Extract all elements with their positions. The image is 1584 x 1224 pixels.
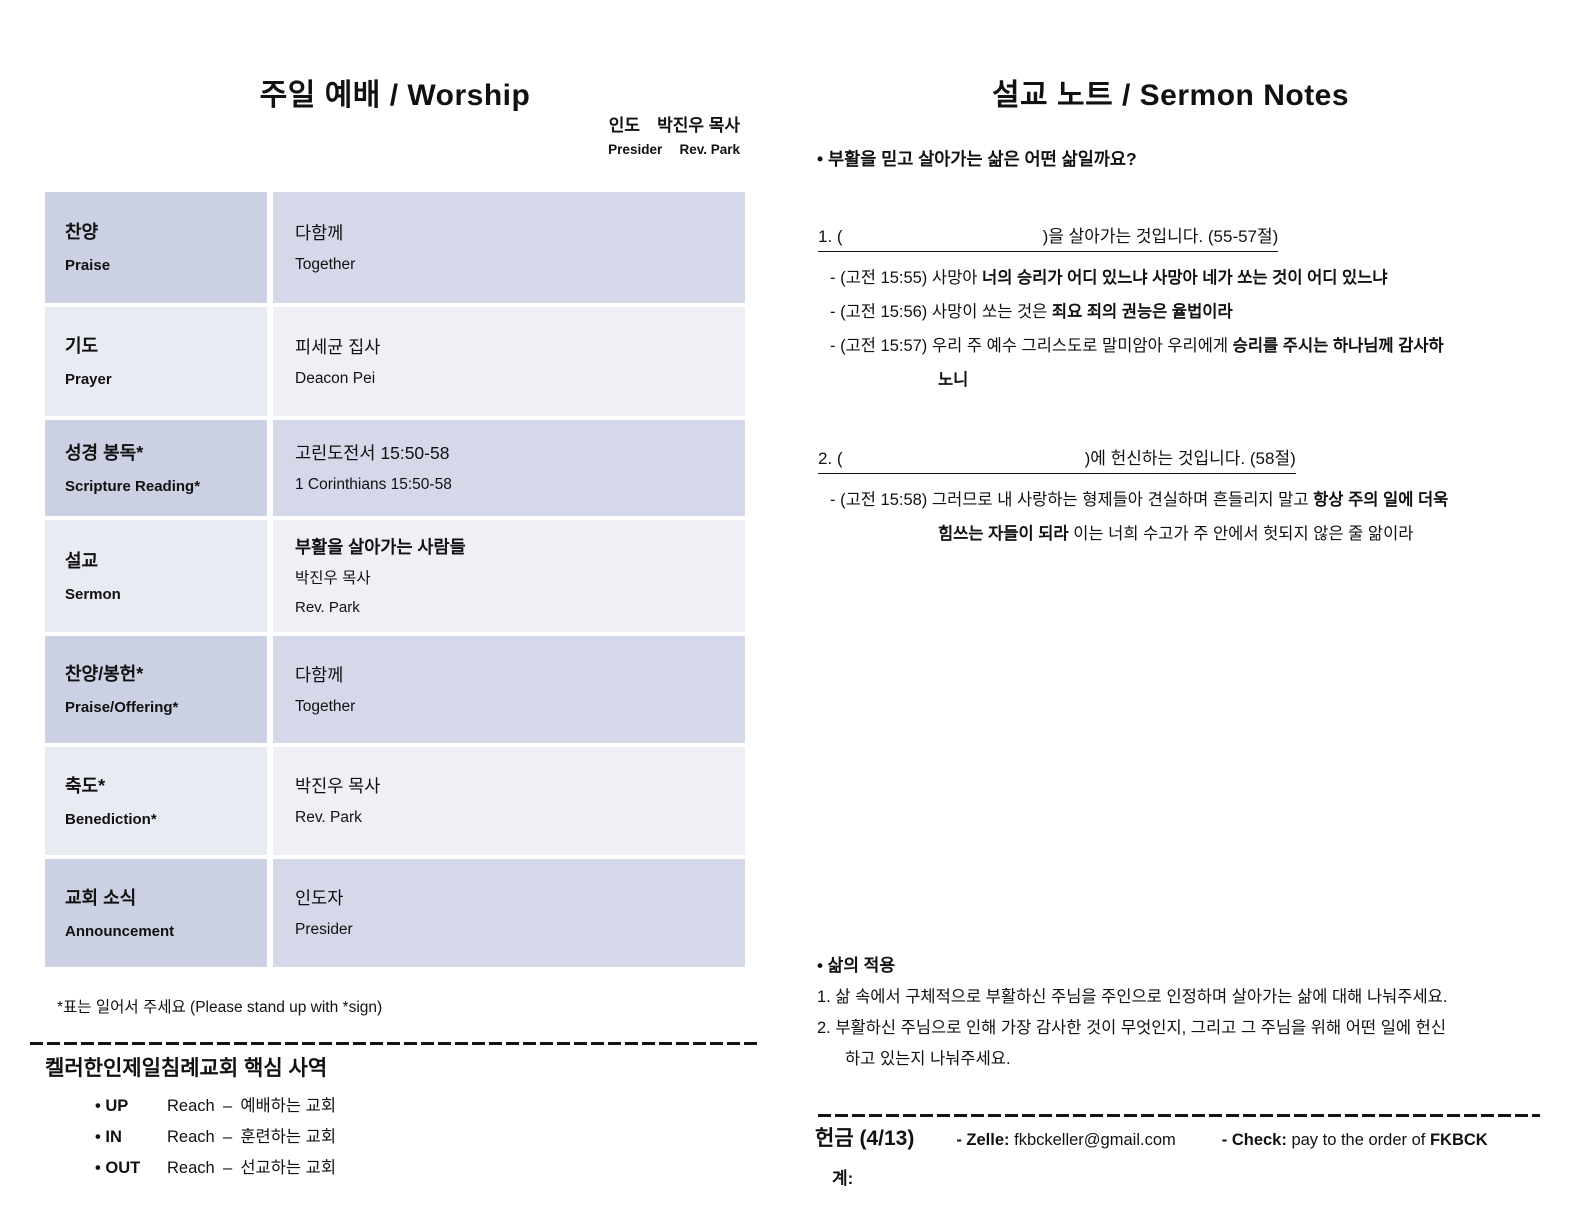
offering-zelle: - Zelle: fkbckeller@gmail.com	[956, 1131, 1175, 1150]
row-value-line2: Rev. Park	[295, 809, 362, 826]
row-label-en: Praise/Offering*	[65, 699, 179, 716]
account-total-label: 계:	[832, 1169, 854, 1188]
table-label-cell-praise: 찬양 Praise	[45, 192, 267, 303]
ministry-heading: 켈러한인제일침례교회 핵심 사역	[45, 1057, 328, 1080]
check-label: - Check:	[1221, 1131, 1287, 1149]
row-value-line1: 다함께	[295, 222, 344, 243]
sermon-point-2: 2. ( )에 헌신하는 것입니다. (58절) - (고전 15:58) 그러므…	[818, 448, 1563, 551]
row-value-line1: 다함께	[295, 664, 344, 685]
verse-line: 힘쓰는 자들이 되라 이는 너희 수고가 주 안에서 헛되지 않은 줄 앎이라	[938, 525, 1414, 543]
row-label-en: Scripture Reading*	[65, 477, 201, 495]
row-value-line1: 인도자	[295, 888, 344, 908]
zelle-email: fkbckeller@gmail.com	[1009, 1131, 1176, 1149]
point-1-verses: - (고전 15:55) 사망아 너의 승리가 어디 있느냐 사망아 네가 쏘는…	[818, 261, 1563, 397]
presider-english: Presider Rev. Park	[608, 142, 740, 157]
row-label-en: Benediction*	[65, 810, 157, 828]
presider-korean: 인도 박진우 목사	[608, 116, 740, 135]
table-label-cell-scripture: 성경 봉독* Scripture Reading*	[45, 420, 267, 516]
table-value-cell-prayer: 피세균 집사 Deacon Pei	[273, 307, 745, 416]
sermon-title-line: 부활을 살아가는 사람들	[295, 537, 466, 557]
row-label-ko: 축도*	[65, 775, 106, 796]
table-value-cell-benediction: 박진우 목사 Rev. Park	[273, 747, 745, 855]
table-value-cell-scripture: 고린도전서 15:50-58 1 Corinthians 15:50-58	[273, 420, 745, 516]
ministry-key: • OUT	[95, 1159, 141, 1177]
check-instruction: pay to the order of	[1286, 1131, 1430, 1149]
row-value-line2: Deacon Pei	[295, 369, 376, 387]
row-label-en: Announcement	[65, 922, 175, 940]
ministry-list: • UP Reach – 예배하는 교회 • IN Reach – 훈련하는 교…	[95, 1092, 336, 1185]
offering-date-label: 헌금 (4/13)	[815, 1127, 915, 1150]
life-application-block: • 삶의 적용 1. 삶 속에서 구체적으로 부활하신 주님을 주인으로 인정하…	[817, 950, 1562, 1075]
ministry-key: • IN	[95, 1128, 122, 1146]
ministry-desc: Reach – 예배하는 교회	[167, 1097, 337, 1115]
worship-title: 주일 예배 / Worship	[259, 79, 531, 113]
sermon-question: • 부활을 믿고 살아가는 삶은 어떤 삶일까요?	[817, 149, 1137, 169]
row-value-line1: 박진우 목사	[295, 776, 381, 796]
row-value-line2: Presider	[295, 921, 353, 938]
row-value-line2: Together	[295, 255, 356, 273]
right-dashed-divider	[818, 1114, 1540, 1117]
point-1-prefix: 1. (	[818, 227, 843, 246]
application-item: 하고 있는지 나눠주세요.	[845, 1050, 1011, 1068]
row-value-line1: 피세균 집사	[295, 336, 381, 357]
row-label-ko: 찬양/봉헌*	[65, 664, 144, 684]
application-heading: • 삶의 적용	[817, 956, 895, 975]
table-label-cell-offering: 찬양/봉헌* Praise/Offering*	[45, 636, 267, 743]
verse-line: 노니	[938, 371, 969, 389]
sermon-point-1: 1. ( )을 살아가는 것입니다. (55-57절) - (고전 15:55) …	[818, 226, 1563, 397]
row-label-en: Sermon	[65, 585, 121, 603]
row-label-en: Praise	[65, 257, 111, 274]
verse-line: - (고전 15:56) 사망이 쏘는 것은 죄요 죄의 권능은 율법이라	[830, 303, 1233, 321]
point-1-suffix: )을 살아가는 것입니다. (55-57절)	[1042, 227, 1279, 246]
row-value-line2: Together	[295, 697, 356, 715]
point-2-prefix: 2. (	[818, 449, 843, 468]
table-value-cell-sermon: 부활을 살아가는 사람들 박진우 목사 Rev. Park	[273, 520, 745, 632]
left-dashed-divider	[30, 1042, 757, 1045]
ministry-item-in: • IN Reach – 훈련하는 교회	[95, 1123, 336, 1154]
row-label-ko: 찬양	[65, 222, 99, 242]
row-value-line2: 박진우 목사	[295, 570, 371, 587]
ministry-item-up: • UP Reach – 예배하는 교회	[95, 1092, 336, 1123]
presider-block: 인도 박진우 목사 Presider Rev. Park	[420, 114, 740, 159]
row-value-line1: 고린도전서 15:50-58	[295, 443, 450, 463]
application-item: 2. 부활하신 주님으로 인해 가장 감사한 것이 무엇인지, 그리고 그 주님…	[817, 1019, 1447, 1037]
check-org-name: FKBCK	[1429, 1131, 1488, 1149]
ministry-desc: Reach – 선교하는 교회	[167, 1159, 337, 1177]
zelle-label: - Zelle:	[956, 1131, 1010, 1149]
verse-line: - (고전 15:57) 우리 주 예수 그리스도로 말미암아 우리에게 승리를…	[830, 337, 1444, 355]
row-label-ko: 성경 봉독*	[65, 442, 144, 463]
table-label-cell-announcement: 교회 소식 Announcement	[45, 859, 267, 967]
point-2-verses: - (고전 15:58) 그러므로 내 사랑하는 형제들아 견실하며 흔들리지 …	[818, 483, 1563, 551]
ministry-desc: Reach – 훈련하는 교회	[167, 1128, 337, 1146]
row-label-en: Prayer	[65, 371, 112, 388]
point-2-suffix: )에 헌신하는 것입니다. (58절)	[1084, 449, 1296, 468]
point-2-heading: 2. ( )에 헌신하는 것입니다. (58절)	[818, 448, 1296, 474]
table-value-cell-offering: 다함께 Together	[273, 636, 745, 743]
row-value-line2: 1 Corinthians 15:50-58	[295, 476, 452, 493]
sermon-notes-title: 설교 노트 / Sermon Notes	[991, 79, 1350, 113]
point-1-heading: 1. ( )을 살아가는 것입니다. (55-57절)	[818, 226, 1279, 252]
row-label-ko: 설교	[65, 550, 99, 571]
ministry-item-out: • OUT Reach – 선교하는 교회	[95, 1154, 336, 1185]
row-value-line3: Rev. Park	[295, 599, 360, 616]
verse-line: - (고전 15:58) 그러므로 내 사랑하는 형제들아 견실하며 흔들리지 …	[830, 491, 1449, 509]
table-label-cell-prayer: 기도 Prayer	[45, 307, 267, 416]
table-label-cell-sermon: 설교 Sermon	[45, 520, 267, 632]
stand-up-note: *표는 일어서 주세요 (Please stand up with *sign)	[57, 999, 383, 1016]
table-value-cell-praise: 다함께 Together	[273, 192, 745, 303]
table-label-cell-benediction: 축도* Benediction*	[45, 747, 267, 855]
worship-order-table: 찬양 Praise 다함께 Together 기도 Prayer 피세균 집사 …	[45, 192, 745, 967]
row-label-ko: 기도	[65, 336, 99, 356]
offering-info-row: 헌금 (4/13) - Zelle: fkbckeller@gmail.com …	[815, 1122, 1488, 1152]
ministry-key: • UP	[95, 1097, 129, 1115]
verse-line: - (고전 15:55) 사망아 너의 승리가 어디 있느냐 사망아 네가 쏘는…	[830, 269, 1388, 287]
row-label-ko: 교회 소식	[65, 887, 137, 908]
table-value-cell-announcement: 인도자 Presider	[273, 859, 745, 967]
offering-check: - Check: pay to the order of FKBCK	[1222, 1131, 1488, 1150]
application-item: 1. 삶 속에서 구체적으로 부활하신 주님을 주인으로 인정하며 살아가는 삶…	[817, 988, 1448, 1006]
